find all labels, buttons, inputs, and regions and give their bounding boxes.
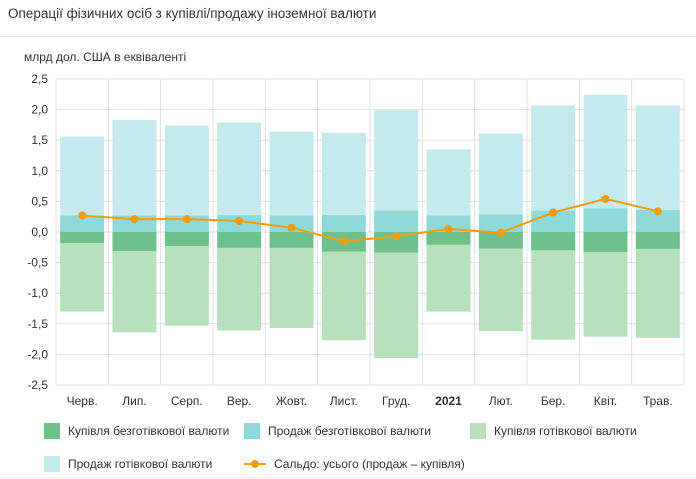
- bar-buy-noncash: [583, 232, 628, 253]
- bar-buy-cash: [374, 252, 419, 359]
- bar-buy-cash: [478, 248, 523, 332]
- y-tick-label: -2,5: [27, 378, 48, 392]
- bar-sell-cash: [269, 131, 314, 216]
- bar-buy-noncash: [478, 232, 523, 249]
- bar-sell-cash: [426, 149, 471, 216]
- y-tick-label: -1,5: [27, 317, 48, 331]
- balance-point: [287, 223, 296, 232]
- bar-buy-cash: [269, 247, 314, 329]
- x-tick-label: Квіт.: [594, 394, 618, 408]
- bar-sell-cash: [164, 125, 209, 216]
- balance-point: [653, 207, 662, 216]
- x-tick-label: Вер.: [227, 394, 252, 408]
- bottom-divider: [0, 477, 696, 478]
- x-tick-label: Лип.: [122, 394, 146, 408]
- balance-point: [339, 237, 348, 246]
- title-divider: [0, 36, 696, 37]
- bar-buy-noncash: [635, 232, 680, 250]
- bar-sell-noncash: [374, 210, 419, 232]
- y-tick-label: 1,0: [31, 164, 48, 178]
- bar-buy-noncash: [531, 232, 576, 251]
- bar-sell-noncash: [583, 208, 628, 232]
- bar-sell-cash: [217, 122, 262, 215]
- bar-buy-cash: [635, 249, 680, 338]
- bar-sell-noncash: [60, 215, 105, 232]
- x-tick-label: Черв.: [67, 394, 98, 408]
- bar-buy-cash: [531, 250, 576, 340]
- bar-buy-cash: [217, 247, 262, 331]
- bar-buy-noncash: [217, 232, 262, 248]
- x-tick-label: Груд.: [382, 394, 410, 408]
- balance-point: [444, 224, 453, 233]
- x-tick-label: 2021: [435, 394, 462, 408]
- x-tick-label: Жовт.: [276, 394, 307, 408]
- bar-buy-cash: [60, 243, 105, 312]
- y-tick-label: 0,0: [31, 225, 48, 239]
- y-tick-label: 2,0: [31, 103, 48, 117]
- balance-point: [182, 215, 191, 224]
- bar-sell-cash: [531, 105, 576, 211]
- y-tick-label: 2,5: [31, 72, 48, 86]
- x-tick-label: Трав.: [643, 394, 673, 408]
- bar-buy-noncash: [112, 232, 157, 251]
- bar-sell-cash: [60, 136, 105, 216]
- bar-buy-noncash: [269, 232, 314, 248]
- bar-buy-noncash: [164, 232, 209, 247]
- balance-point: [392, 232, 401, 241]
- bar-sell-cash: [583, 94, 628, 209]
- balance-point: [78, 211, 87, 220]
- bar-buy-noncash: [60, 232, 105, 244]
- balance-point: [601, 194, 610, 203]
- bar-sell-cash: [374, 110, 419, 211]
- bar-sell-cash: [635, 105, 680, 210]
- bar-sell-noncash: [426, 215, 471, 232]
- y-tick-label: 1,5: [31, 133, 48, 147]
- x-tick-label: Лют.: [489, 394, 513, 408]
- balance-point: [496, 228, 505, 237]
- chart-title: Операції фізичних осіб з купівлі/продажу…: [8, 6, 377, 21]
- balance-point: [549, 208, 558, 217]
- y-tick-label: 0,5: [31, 194, 48, 208]
- y-tick-label: -2,0: [27, 347, 48, 361]
- y-tick-label: -1,0: [27, 286, 48, 300]
- bar-sell-cash: [478, 133, 523, 215]
- bar-buy-cash: [426, 244, 471, 312]
- y-axis-unit-label: млрд дол. США в еквіваленті: [24, 50, 187, 64]
- x-tick-label: Бер.: [541, 394, 566, 408]
- balance-line: [82, 197, 659, 243]
- bar-sell-cash: [112, 120, 157, 216]
- bar-buy-noncash: [426, 232, 471, 245]
- bar-buy-cash: [583, 252, 628, 337]
- balance-point: [235, 216, 244, 225]
- bar-sell-cash: [321, 132, 366, 215]
- balance-point: [130, 215, 139, 224]
- bar-buy-cash: [112, 250, 157, 333]
- x-tick-label: Серп.: [171, 394, 203, 408]
- x-tick-label: Лист.: [330, 394, 358, 408]
- bar-sell-noncash: [635, 209, 680, 232]
- bar-sell-noncash: [321, 214, 366, 232]
- y-tick-label: -0,5: [27, 256, 48, 270]
- bar-buy-cash: [321, 251, 366, 341]
- bar-buy-cash: [164, 246, 209, 326]
